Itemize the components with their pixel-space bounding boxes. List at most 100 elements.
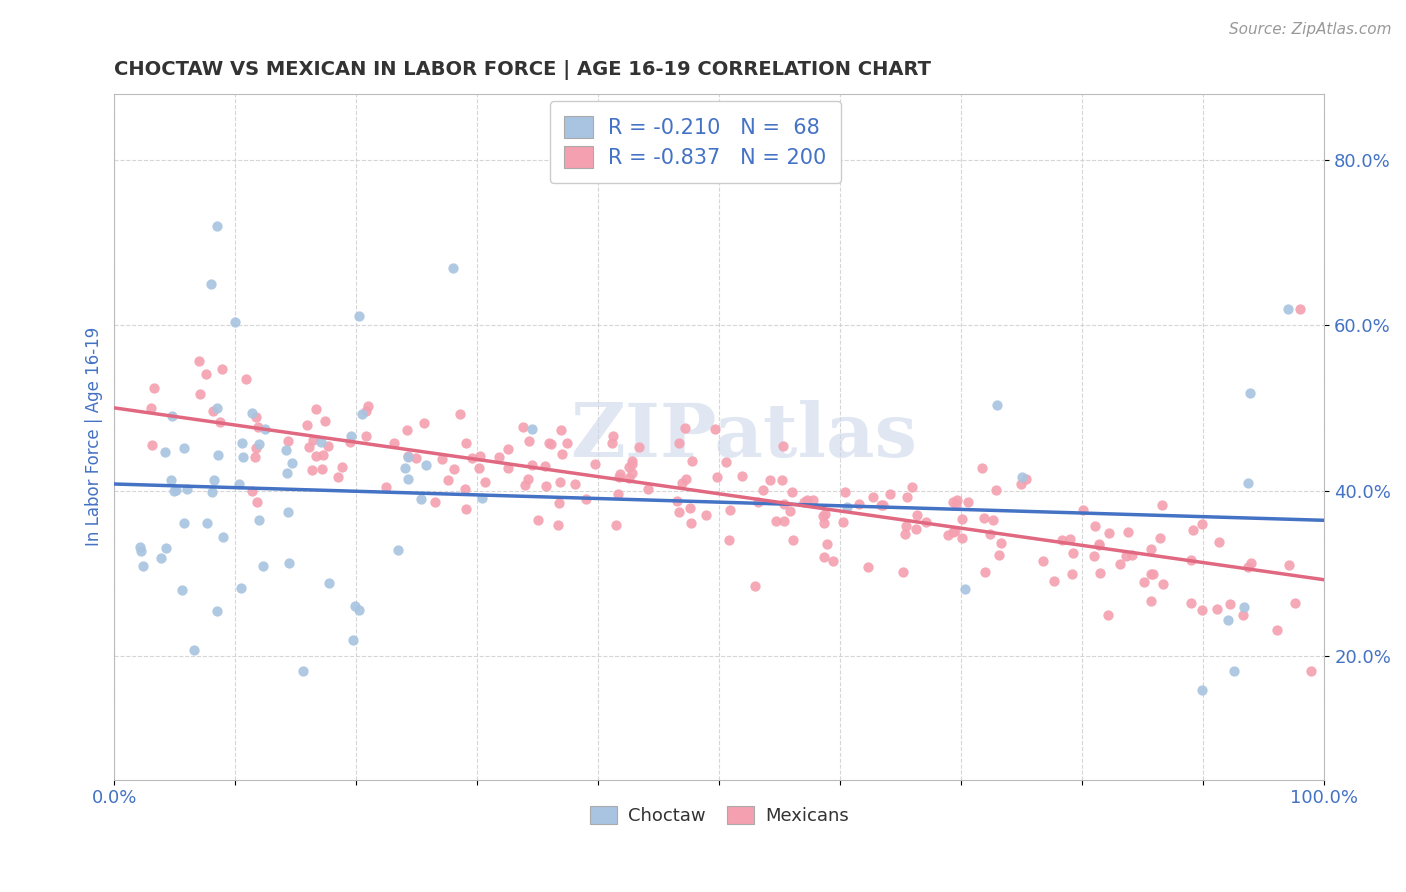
Point — [813, 549, 835, 564]
Point — [747, 494, 769, 508]
Point — [821, 554, 844, 568]
Point — [394, 460, 416, 475]
Point — [247, 513, 270, 527]
Point — [1109, 557, 1132, 571]
Point — [187, 353, 209, 368]
Point — [681, 454, 703, 468]
Point — [758, 473, 780, 487]
Point — [318, 575, 340, 590]
Point — [607, 469, 630, 483]
Point — [382, 436, 405, 450]
Point — [1181, 523, 1204, 537]
Point — [862, 490, 884, 504]
Point — [896, 490, 918, 504]
Point — [277, 505, 299, 519]
Point — [1191, 517, 1213, 532]
Point — [356, 399, 378, 413]
Point — [454, 501, 477, 516]
Point — [1015, 472, 1038, 486]
Point — [1219, 597, 1241, 611]
Point — [1152, 576, 1174, 591]
Point — [540, 437, 562, 451]
Point — [436, 473, 458, 487]
Point — [405, 450, 427, 465]
Point — [240, 406, 263, 420]
Point — [207, 448, 229, 462]
Point — [1233, 599, 1256, 614]
Point — [245, 409, 267, 424]
Point — [1116, 525, 1139, 540]
Point — [988, 548, 1011, 562]
Point — [1042, 574, 1064, 588]
Point — [1142, 566, 1164, 581]
Point — [1088, 537, 1111, 551]
Point — [575, 491, 598, 506]
Point — [274, 442, 297, 457]
Point — [183, 643, 205, 657]
Point — [945, 497, 967, 511]
Point — [1010, 477, 1032, 491]
Point — [1240, 556, 1263, 570]
Point — [396, 472, 419, 486]
Point — [411, 491, 433, 506]
Point — [176, 482, 198, 496]
Point — [1205, 602, 1227, 616]
Point — [901, 480, 924, 494]
Point — [1011, 469, 1033, 483]
Point — [1180, 596, 1202, 610]
Point — [520, 458, 543, 473]
Point — [986, 398, 1008, 412]
Point — [905, 523, 928, 537]
Point — [208, 415, 231, 429]
Point — [905, 508, 928, 522]
Point — [557, 435, 579, 450]
Point — [302, 433, 325, 447]
Point — [1140, 593, 1163, 607]
Point — [858, 559, 880, 574]
Point — [780, 485, 803, 500]
Point — [941, 524, 963, 539]
Point — [1299, 665, 1322, 679]
Point — [666, 494, 689, 508]
Point — [517, 472, 540, 486]
Point — [675, 472, 697, 486]
Point — [891, 565, 914, 579]
Point — [1232, 607, 1254, 622]
Point — [468, 461, 491, 475]
Point — [679, 516, 702, 530]
Point — [1121, 548, 1143, 562]
Point — [326, 470, 349, 484]
Point — [512, 419, 534, 434]
Point — [973, 565, 995, 579]
Point — [832, 516, 855, 530]
Point — [1084, 519, 1107, 533]
Point — [332, 459, 354, 474]
Point — [309, 434, 332, 449]
Point — [1088, 566, 1111, 580]
Point — [1237, 475, 1260, 490]
Point — [752, 483, 775, 498]
Point — [240, 483, 263, 498]
Point — [1140, 567, 1163, 582]
Point — [668, 505, 690, 519]
Point — [229, 581, 252, 595]
Point — [387, 543, 409, 558]
Point — [1222, 664, 1244, 678]
Point — [340, 429, 363, 443]
Point — [396, 449, 419, 463]
Point — [793, 495, 815, 509]
Point — [471, 491, 494, 505]
Point — [1062, 566, 1084, 581]
Text: CHOCTAW VS MEXICAN IN LABOR FORCE | AGE 16-19 CORRELATION CHART: CHOCTAW VS MEXICAN IN LABOR FORCE | AGE … — [114, 60, 931, 79]
Point — [443, 462, 465, 476]
Point — [564, 476, 586, 491]
Point — [548, 475, 571, 490]
Point — [190, 386, 212, 401]
Point — [453, 482, 475, 496]
Point — [1097, 525, 1119, 540]
Point — [1115, 549, 1137, 564]
Point — [211, 361, 233, 376]
Point — [165, 483, 187, 497]
Point — [205, 219, 228, 234]
Point — [744, 580, 766, 594]
